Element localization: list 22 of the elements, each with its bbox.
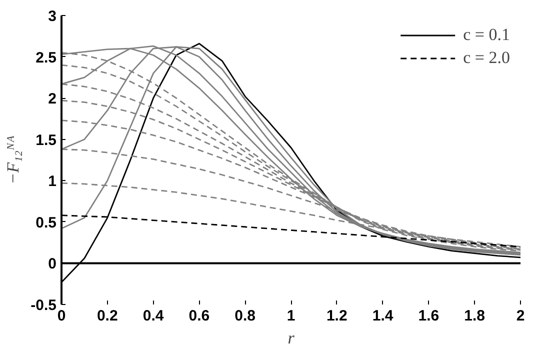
y-tick-label: 3	[48, 8, 56, 25]
y-tick-label: 2.5	[36, 49, 57, 66]
x-tick-label: 1.6	[418, 308, 440, 324]
x-tick-label: 0.2	[96, 308, 118, 324]
y-axis-title: −F₁₂ᴺᴬ	[4, 136, 23, 184]
y-tick-label: -0.5	[30, 297, 57, 314]
x-tick-label: 1.4	[372, 308, 394, 324]
x-axis-title: r	[288, 328, 295, 348]
legend-label: c = 0.1	[463, 25, 510, 45]
x-tick-label: 2	[516, 308, 525, 324]
x-tick-label: 1	[286, 308, 296, 324]
legend-label: c = 2.0	[463, 48, 510, 68]
y-tick-label: 2	[48, 90, 56, 108]
y-tick-label: 0.5	[36, 214, 57, 232]
x-tick-label: 0.8	[234, 308, 256, 324]
y-tick-label: 0	[48, 256, 56, 273]
x-tick-label: 0.4	[142, 308, 164, 324]
x-tick-label: 0.6	[188, 308, 210, 324]
y-tick-label: 1.5	[36, 132, 57, 149]
y-tick-label: 1	[48, 173, 56, 190]
x-tick-label: 1.2	[326, 308, 348, 324]
x-tick-label: 1.8	[464, 308, 486, 324]
